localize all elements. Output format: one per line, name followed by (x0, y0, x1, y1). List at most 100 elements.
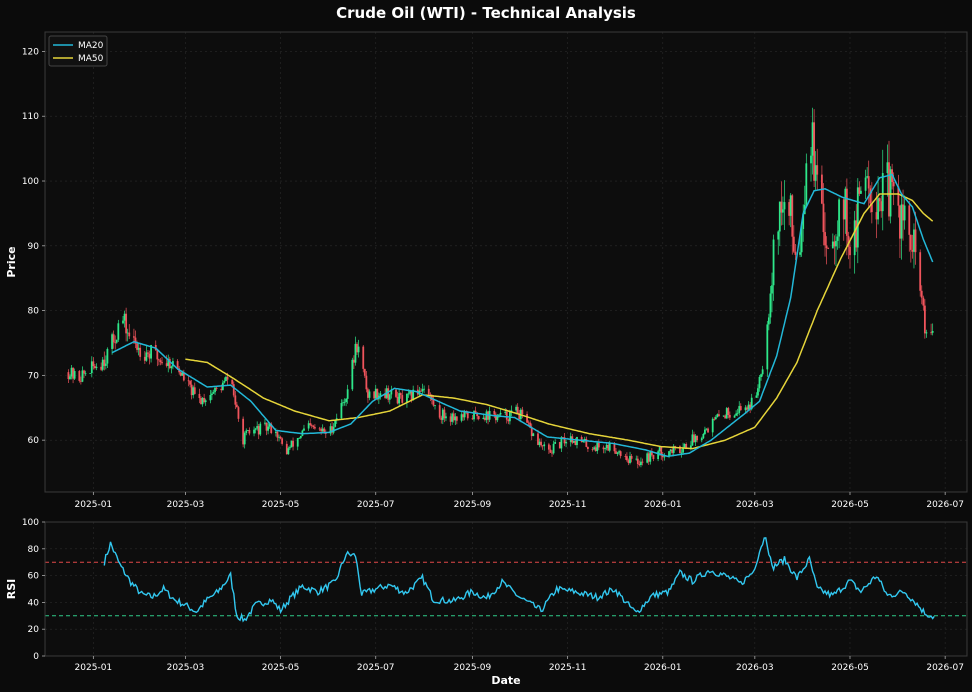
candle-body (246, 430, 249, 431)
candle-body (766, 324, 769, 370)
candle-body (791, 195, 794, 237)
candle-body (485, 411, 488, 420)
price-ytick-label: 80 (28, 307, 40, 317)
candle-body (541, 445, 544, 447)
candle-body (855, 220, 858, 248)
candle-body (313, 427, 316, 429)
candle-body (136, 343, 138, 350)
candle-body (725, 408, 728, 419)
price-xtick-label: 2026-07 (926, 500, 964, 510)
candle-body (668, 451, 670, 457)
candle-body (814, 165, 817, 181)
candle-body (755, 395, 758, 398)
rsi-ytick-label: 60 (28, 572, 40, 582)
candle-body (310, 424, 313, 426)
candle-body (728, 414, 731, 418)
candle-body (376, 388, 379, 400)
candle-body (552, 443, 555, 454)
candle-body (401, 395, 404, 403)
candle-body (505, 411, 508, 420)
candle-body (193, 387, 196, 394)
candle-body (137, 347, 140, 350)
candle-body (822, 203, 825, 233)
candle-body (922, 297, 925, 306)
candle-body (652, 454, 655, 460)
candle-body (689, 445, 692, 449)
candle-body (853, 220, 856, 256)
candle-body (704, 429, 706, 434)
candle-body (225, 376, 227, 382)
candle-body (289, 447, 291, 449)
candle-body (279, 436, 282, 439)
candle-body (626, 456, 628, 461)
candle-body (67, 372, 70, 379)
candle-body (438, 405, 441, 418)
price-grid (45, 32, 967, 492)
candle-body (831, 241, 834, 249)
candle-body (95, 366, 98, 369)
candle-body (421, 389, 424, 392)
candle-body (716, 414, 719, 418)
candle-body (920, 290, 923, 298)
rsi-axes-frame (44, 521, 968, 657)
candle-body (388, 394, 391, 400)
candle-body (613, 443, 616, 452)
candle-body (869, 188, 872, 204)
candle-body (694, 435, 697, 443)
candle-body (209, 395, 212, 401)
price-ytick-label: 70 (28, 371, 40, 381)
candle-body (410, 391, 413, 401)
candle-body (735, 413, 738, 416)
candle-body (682, 447, 684, 453)
candle-body (78, 371, 81, 381)
candle-body (713, 418, 716, 420)
candle-body (602, 447, 605, 450)
candle-body (646, 453, 649, 463)
candle-body (303, 428, 305, 431)
candle-body (794, 251, 797, 255)
candle-body (115, 339, 118, 343)
candle-body (181, 372, 184, 376)
candle-body (845, 188, 848, 236)
candle-body (432, 399, 435, 406)
rsi-line (103, 537, 935, 623)
candle-body (157, 359, 160, 361)
rsi-xtick-label: 2025-07 (357, 663, 395, 673)
candle-body (189, 381, 191, 385)
rsi-xtick-label: 2025-09 (454, 663, 492, 673)
candle-body (357, 346, 360, 353)
candle-body (537, 433, 539, 445)
candle-body (384, 393, 386, 398)
candle-body (529, 422, 532, 428)
candle-body (700, 438, 703, 441)
candle-body (354, 343, 357, 363)
candle-body (309, 423, 312, 425)
candle-body (750, 397, 753, 410)
candle-body (440, 417, 443, 420)
candle-body (788, 202, 791, 216)
candle-body (182, 372, 185, 381)
candle-body (605, 444, 608, 449)
candle-body (582, 440, 585, 443)
candle-body (842, 199, 845, 220)
candle-body (477, 416, 480, 420)
candle-body (683, 443, 686, 448)
candle-body (452, 413, 455, 421)
candle-body (847, 235, 850, 247)
candle-body (624, 456, 627, 457)
candle-body (117, 323, 120, 340)
candle-body (111, 334, 113, 349)
price-axes-frame (44, 31, 968, 493)
legend: MA20 MA50 (48, 35, 108, 67)
candle-body (563, 437, 566, 444)
candle-body (168, 358, 171, 369)
candle-body (331, 426, 333, 433)
rsi-ytick-label: 20 (28, 625, 40, 635)
price-xtick-label: 2025-05 (262, 500, 300, 510)
candle-body (114, 342, 117, 344)
candle-body (718, 414, 720, 417)
candle-body (242, 418, 245, 445)
candle-body (866, 176, 869, 178)
candle-body (226, 376, 229, 380)
candle-body (257, 426, 260, 435)
